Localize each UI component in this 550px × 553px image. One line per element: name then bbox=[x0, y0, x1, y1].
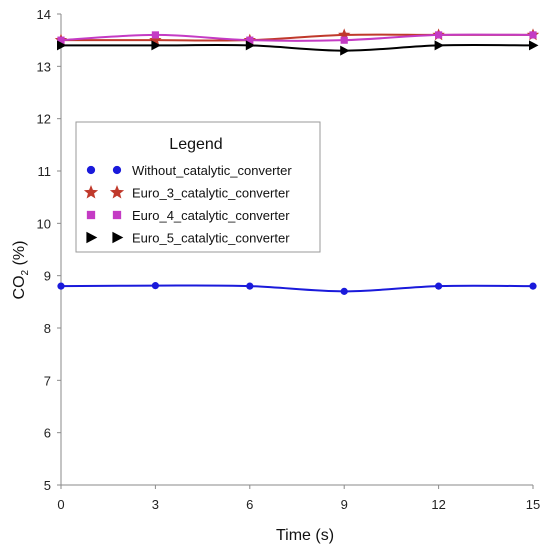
y-tick-label: 6 bbox=[44, 426, 51, 441]
axes bbox=[60, 14, 533, 486]
legend-marker bbox=[112, 165, 122, 175]
data-point bbox=[246, 282, 254, 290]
ticks: 5 6 7 8 9 10 11 12 13 14 0 3 6 9 12 15 bbox=[37, 7, 541, 512]
y-axis-title: CO2 (%) bbox=[11, 241, 31, 300]
series-line bbox=[60, 284, 534, 293]
y-tick-label: 11 bbox=[38, 164, 52, 179]
data-point bbox=[151, 40, 161, 51]
data-point bbox=[340, 287, 348, 295]
x-tick-label: 6 bbox=[246, 497, 253, 512]
data-point bbox=[340, 36, 348, 44]
legend-label: Euro_5_catalytic_converter bbox=[132, 231, 290, 246]
series-Without_catalytic_converter bbox=[57, 282, 537, 295]
data-point bbox=[434, 40, 445, 51]
legend-title: Legend bbox=[169, 136, 222, 153]
y-axis-title-unit: (%) bbox=[11, 241, 28, 270]
x-tick-label: 15 bbox=[526, 497, 540, 512]
legend-label: Euro_3_catalytic_converter bbox=[132, 186, 290, 201]
series-Euro_4_catalytic_converter bbox=[57, 31, 537, 44]
legend-label: Euro_4_catalytic_converter bbox=[132, 208, 290, 223]
legend-marker bbox=[86, 210, 96, 220]
data-point bbox=[435, 282, 443, 290]
y-tick-label: 9 bbox=[44, 269, 51, 284]
x-tick-label: 0 bbox=[57, 497, 64, 512]
legend-marker bbox=[83, 185, 99, 199]
y-tick-label: 12 bbox=[37, 112, 51, 127]
y-axis-title-main: CO bbox=[11, 275, 28, 299]
legend-marker bbox=[109, 185, 125, 199]
x-tick-label: 9 bbox=[341, 497, 348, 512]
series-line bbox=[61, 44, 534, 52]
data-point bbox=[338, 28, 351, 41]
data-point bbox=[245, 40, 256, 51]
series-Euro_3_catalytic_converter bbox=[54, 28, 540, 46]
y-tick-label: 8 bbox=[44, 321, 51, 336]
y-tick-label: 5 bbox=[44, 478, 51, 493]
legend-label: Without_catalytic_converter bbox=[132, 163, 292, 178]
legend-marker bbox=[112, 231, 124, 244]
y-axis-title-subscript: 2 bbox=[20, 269, 31, 275]
data-point bbox=[57, 36, 65, 44]
y-tick-label: 13 bbox=[37, 59, 51, 74]
x-tick-label: 12 bbox=[431, 497, 445, 512]
legend-marker bbox=[112, 210, 122, 220]
legend-item: Euro_4_catalytic_converter bbox=[86, 208, 290, 223]
legend-marker bbox=[86, 165, 96, 175]
series-Euro_5_catalytic_converter bbox=[57, 40, 539, 56]
data-point bbox=[340, 45, 350, 56]
x-axis-title: Time (s) bbox=[276, 527, 334, 544]
data-point bbox=[435, 31, 443, 39]
data-point bbox=[57, 40, 67, 51]
legend-marker bbox=[86, 231, 98, 244]
data-point bbox=[529, 31, 537, 39]
data-point bbox=[151, 31, 159, 39]
data-point bbox=[246, 36, 254, 44]
data-point bbox=[529, 282, 537, 290]
series-layer bbox=[54, 28, 540, 295]
legend: Legend Without_catalytic_converter Euro_3… bbox=[75, 121, 321, 253]
legend-item: Euro_3_catalytic_converter bbox=[83, 185, 290, 201]
series-line bbox=[60, 33, 534, 42]
legend-item: Without_catalytic_converter bbox=[86, 163, 292, 178]
data-point bbox=[529, 40, 539, 51]
legend-item: Euro_5_catalytic_converter bbox=[86, 231, 290, 246]
y-tick-label: 10 bbox=[37, 216, 51, 231]
data-point bbox=[57, 282, 65, 290]
data-point bbox=[149, 33, 162, 46]
x-tick-label: 3 bbox=[152, 497, 159, 512]
y-tick-label: 7 bbox=[44, 373, 51, 388]
data-point bbox=[151, 282, 159, 290]
legend-items: Without_catalytic_converter Euro_3_cataly… bbox=[83, 163, 292, 246]
y-tick-label: 14 bbox=[37, 7, 51, 22]
